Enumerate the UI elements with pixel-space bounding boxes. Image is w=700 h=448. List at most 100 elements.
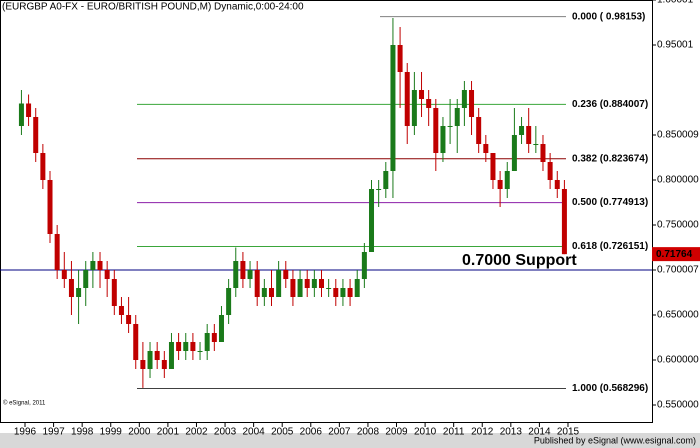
candle-body <box>440 126 446 153</box>
y-tick-label: 0.550000 <box>657 400 699 411</box>
fib-label: 0.500 (0.774913) <box>572 197 648 208</box>
candle-body <box>204 333 210 351</box>
candle-body <box>433 108 439 153</box>
candle-body <box>504 171 510 189</box>
x-tick-label: 2014 <box>528 427 551 438</box>
candle-body <box>83 270 89 288</box>
candle-body <box>533 144 539 145</box>
candle-body <box>76 288 82 297</box>
candle-body <box>290 279 296 297</box>
candle-body <box>240 261 246 279</box>
fib-label: 1.000 (0.568296) <box>572 383 648 394</box>
candle-body <box>68 279 74 297</box>
x-tick-label: 1998 <box>71 427 94 438</box>
candle-body <box>461 90 467 108</box>
fib-label: 0.618 (0.726151) <box>572 241 648 252</box>
candle-body <box>26 103 32 117</box>
candle-body <box>447 126 453 127</box>
candle-body <box>547 162 553 180</box>
candle-body <box>197 351 203 352</box>
candle-body <box>561 189 567 255</box>
candle-body <box>276 270 282 297</box>
candle-body <box>18 103 24 126</box>
candle-body <box>361 252 367 279</box>
x-tick-label: 2013 <box>500 427 523 438</box>
candle-body <box>211 333 217 342</box>
y-tick-label: 0.850009 <box>657 130 699 141</box>
candle-body <box>254 270 260 297</box>
y-tick-label: 0.750000 <box>657 220 699 231</box>
x-tick-label: 1999 <box>100 427 123 438</box>
candle-body <box>411 90 417 126</box>
support-label: 0.7000 Support <box>462 252 577 269</box>
candle-body <box>147 351 153 369</box>
candle-body <box>33 117 39 153</box>
candle-body <box>133 324 139 360</box>
candle-body <box>104 270 110 279</box>
candle-body <box>469 90 475 117</box>
candle-body <box>376 189 382 190</box>
candle-body <box>497 180 503 189</box>
candle-body <box>47 180 53 234</box>
candle-body <box>218 315 224 342</box>
candle-body <box>297 279 303 297</box>
x-tick-label: 1997 <box>42 427 65 438</box>
candle-body <box>233 261 239 288</box>
candle-body <box>311 279 317 288</box>
candle-body <box>154 351 160 360</box>
candle-body <box>183 342 189 351</box>
candle-body <box>268 288 274 297</box>
candle-body <box>419 90 425 99</box>
candle-body <box>126 315 132 324</box>
candle-body <box>526 126 532 144</box>
candle-body <box>226 288 232 315</box>
candle-body <box>490 153 496 180</box>
candle-body <box>161 360 167 369</box>
y-tick-label: 0.95001 <box>657 40 694 51</box>
last-price-label: 0.71764 <box>656 249 693 260</box>
footer: Published by eSignal (www.esignal.com) <box>534 435 696 445</box>
plot-frame <box>0 0 653 423</box>
y-tick-label: 1.00001 <box>657 0 694 6</box>
candle-body <box>333 288 339 297</box>
candle-body <box>383 171 389 189</box>
candle-body <box>40 153 46 180</box>
x-tick-label: 2003 <box>214 427 237 438</box>
x-tick-label: 2009 <box>385 427 408 438</box>
candle-body <box>283 270 289 279</box>
candle-body <box>404 72 410 126</box>
candle-body <box>454 108 460 126</box>
chart-title: (EURGBP A0-FX - EURO/BRITISH POUND,M) Dy… <box>2 2 304 13</box>
y-tick-label: 0.650000 <box>657 310 699 321</box>
candle-body <box>118 306 124 315</box>
candle-body <box>397 45 403 72</box>
x-tick-label: 2011 <box>443 427 465 438</box>
candle-body <box>476 117 482 144</box>
candle-body <box>54 234 60 270</box>
x-tick-label: 1996 <box>14 427 37 438</box>
candle-body <box>90 261 96 270</box>
y-tick-label: 0.800000 <box>657 175 699 186</box>
last-price-box <box>652 247 700 262</box>
x-tick-label: 2001 <box>157 427 180 438</box>
watermark: © eSignal, 2011 <box>3 400 46 407</box>
y-tick-label: 0.600000 <box>657 355 699 366</box>
candle-body <box>140 360 146 369</box>
candle-body <box>247 270 253 279</box>
x-tick-label: 2007 <box>328 427 351 438</box>
x-tick-label: 2000 <box>128 427 151 438</box>
candle-body <box>326 288 332 289</box>
x-tick-label: 2004 <box>243 427 266 438</box>
fib-label: 0.236 (0.884007) <box>572 99 648 110</box>
candle-body <box>176 342 182 351</box>
x-tick-label: 2002 <box>185 427 208 438</box>
candle-body <box>304 279 310 288</box>
candle-body <box>511 135 517 171</box>
x-tick-label: 2010 <box>414 427 437 438</box>
y-tick-label: 0.700007 <box>657 265 699 276</box>
candle-body <box>554 180 560 189</box>
candle-body <box>190 342 196 351</box>
